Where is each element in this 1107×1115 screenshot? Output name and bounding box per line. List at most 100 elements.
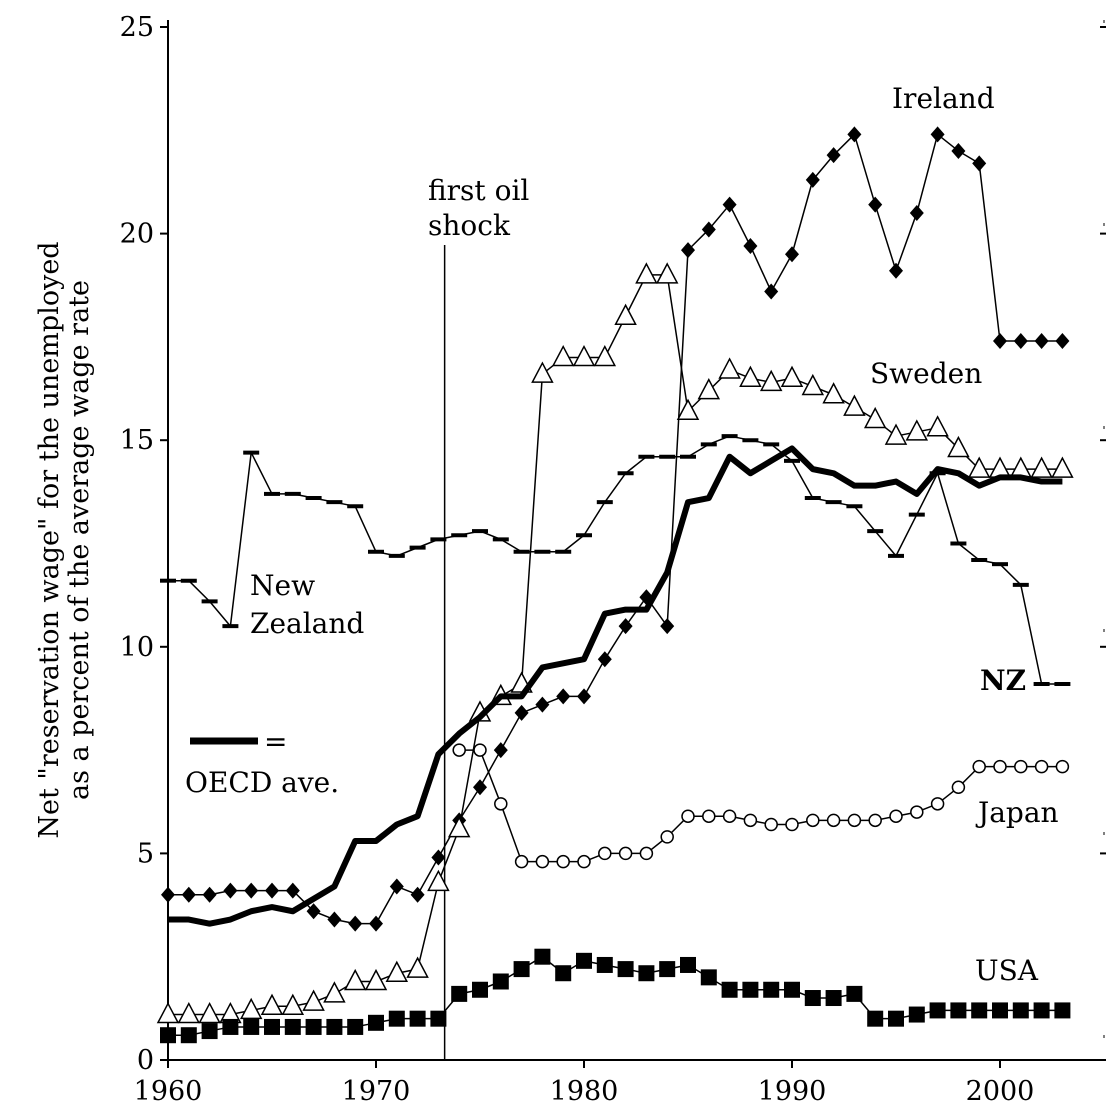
y-tick-label: 0 <box>137 1045 154 1076</box>
data-point-ireland <box>431 849 446 866</box>
data-point-japan <box>598 846 612 861</box>
data-point-usa <box>638 965 655 982</box>
data-point-usa <box>368 1014 384 1031</box>
x-tick-label: 2000 <box>966 1076 1035 1107</box>
data-point-japan <box>806 813 820 828</box>
data-point-usa <box>326 1018 343 1035</box>
data-point-ireland <box>473 779 487 796</box>
data-point-ireland <box>577 688 591 705</box>
data-point-japan <box>951 780 966 795</box>
data-point-sweden <box>697 378 721 400</box>
data-point-sweden <box>1030 456 1053 478</box>
series-nz <box>160 434 1071 686</box>
label-usa: USA <box>975 954 1039 987</box>
label-oil-shock-2: shock <box>428 209 511 242</box>
oecd-legend-label: OECD ave. <box>185 766 339 799</box>
data-point-sweden <box>614 303 637 325</box>
data-point-usa <box>222 1018 239 1035</box>
data-point-sweden <box>343 968 367 991</box>
data-point-ireland <box>556 688 571 705</box>
data-point-usa <box>804 990 821 1007</box>
data-point-japan <box>1034 759 1049 774</box>
data-point-japan <box>618 846 633 861</box>
data-point-ireland <box>306 903 321 920</box>
data-point-ireland <box>847 126 862 143</box>
data-point-japan <box>764 817 778 832</box>
x-tick-label: 1960 <box>134 1076 203 1107</box>
data-point-japan <box>514 854 529 869</box>
data-point-ireland <box>889 262 903 279</box>
data-point-ireland <box>1034 333 1049 350</box>
data-point-japan <box>535 854 550 869</box>
data-point-ireland <box>868 196 883 213</box>
data-point-sweden <box>739 365 762 387</box>
data-point-ireland <box>743 237 758 254</box>
x-tick-label: 1970 <box>342 1076 411 1107</box>
data-point-usa <box>659 961 676 978</box>
data-point-sweden <box>759 369 783 392</box>
data-point-usa <box>721 981 738 998</box>
data-point-ireland <box>181 886 196 903</box>
data-point-usa <box>534 948 551 965</box>
data-point-ireland <box>223 882 238 899</box>
data-point-sweden <box>635 262 658 284</box>
series-line-oecd-ave <box>168 445 1063 927</box>
data-point-usa <box>617 961 634 978</box>
data-point-ireland <box>597 651 612 668</box>
y-tick-label: 5 <box>137 838 154 869</box>
data-point-usa <box>971 1002 988 1019</box>
data-point-ireland <box>660 618 675 635</box>
data-point-sweden <box>572 344 596 367</box>
y-ticks: 0 5 10 15 20 25 <box>120 12 1106 1076</box>
series-line-usa <box>168 955 1063 1036</box>
data-point-ireland <box>951 142 966 159</box>
data-point-ireland <box>785 246 799 263</box>
data-point-sweden <box>801 373 825 396</box>
data-point-sweden <box>905 419 929 441</box>
data-point-ireland <box>348 915 363 932</box>
data-point-usa <box>243 1018 260 1035</box>
data-point-sweden <box>364 968 388 991</box>
data-point-sweden <box>676 398 700 421</box>
data-point-japan <box>452 743 466 757</box>
data-point-sweden <box>531 361 554 383</box>
label-new-zealand-1: New <box>250 569 315 602</box>
data-point-ireland <box>285 882 300 899</box>
data-point-usa <box>1033 1002 1050 1019</box>
x-tick-label: 1990 <box>758 1076 827 1107</box>
data-point-sweden <box>156 1001 180 1024</box>
data-point-sweden <box>1051 456 1074 478</box>
series-line-japan <box>459 749 1063 863</box>
oecd-legend-equals: = <box>264 725 287 758</box>
data-point-sweden <box>655 262 679 284</box>
data-point-ireland <box>369 915 383 932</box>
data-point-usa <box>284 1018 301 1035</box>
data-point-usa <box>201 1023 218 1040</box>
data-point-japan <box>702 809 716 823</box>
data-point-sweden <box>323 981 346 1003</box>
data-point-ireland <box>1013 333 1028 350</box>
data-point-usa <box>472 981 488 998</box>
data-point-japan <box>681 809 695 823</box>
data-point-japan <box>743 813 758 828</box>
y-tick-label: 20 <box>120 219 154 250</box>
data-point-usa <box>596 956 613 973</box>
data-point-japan <box>473 743 487 757</box>
y-tick-label: 15 <box>120 425 154 456</box>
data-point-japan <box>577 854 591 869</box>
data-point-japan <box>556 854 570 869</box>
data-point-usa <box>825 990 842 1007</box>
y-tick-label: 25 <box>120 12 154 43</box>
data-point-ireland <box>993 333 1007 350</box>
data-point-usa <box>867 1010 884 1027</box>
data-point-usa <box>264 1018 280 1035</box>
series-japan <box>452 743 1070 869</box>
label-sweden: Sweden <box>870 357 982 390</box>
data-point-ireland <box>389 878 404 895</box>
data-point-ireland <box>514 704 529 721</box>
data-point-ireland <box>327 911 342 928</box>
data-point-usa <box>180 1027 197 1044</box>
data-point-usa <box>1012 1002 1029 1019</box>
x-ticks: 1960 1970 1980 1990 2000 <box>134 1060 1035 1107</box>
